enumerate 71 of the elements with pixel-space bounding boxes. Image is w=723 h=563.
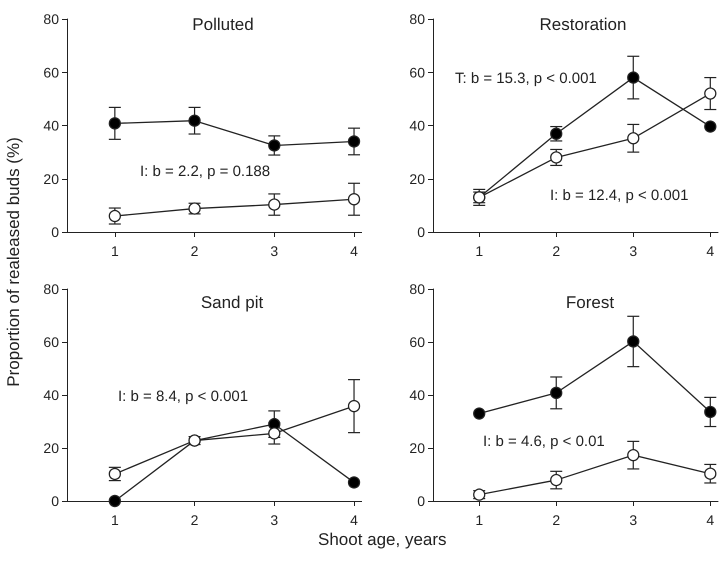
y-tick-label: 60 [43, 64, 60, 80]
y-tick-label: 20 [409, 440, 426, 456]
chart-title: Sand pit [200, 293, 264, 312]
point [627, 71, 640, 84]
point [348, 400, 360, 412]
point [704, 87, 716, 100]
y-tick-label: 0 [51, 493, 60, 509]
x-tick-label: 1 [475, 243, 484, 259]
y-tick-label: 0 [417, 493, 426, 509]
x-tick-label: 4 [350, 512, 358, 528]
x-tick-label: 4 [706, 512, 714, 528]
point [108, 494, 121, 508]
point [268, 139, 280, 152]
point [108, 210, 121, 222]
y-tick-label: 0 [51, 224, 60, 240]
point [704, 406, 716, 418]
point [627, 449, 640, 462]
annotation: I: b = 2.2, p = 0.188 [140, 163, 270, 180]
y-tick-label: 80 [409, 11, 426, 27]
y-tick-label: 60 [409, 64, 426, 80]
y-tick-label: 40 [409, 118, 426, 134]
chart-title: Forest [566, 293, 614, 312]
y-tick-label: 40 [43, 118, 60, 134]
x-tick-label: 4 [350, 243, 358, 259]
x-tick-label: 1 [110, 512, 119, 528]
x-tick-label: 3 [270, 512, 278, 528]
y-tick-label: 60 [409, 334, 426, 350]
point [348, 476, 360, 489]
x-tick-label: 3 [270, 243, 278, 259]
y-tick-label: 60 [43, 334, 60, 350]
x-axis-title: Shoot age, years [318, 530, 447, 550]
point [348, 135, 360, 148]
point [108, 117, 121, 130]
x-tick-label: 1 [475, 512, 484, 528]
y-tick-label: 80 [43, 281, 60, 297]
point [704, 468, 716, 480]
point [348, 193, 360, 206]
annotation: I: b = 8.4, p < 0.001 [118, 388, 248, 405]
y-tick-label: 40 [43, 387, 60, 403]
chart-title: Restoration [540, 15, 626, 34]
point [627, 335, 640, 348]
x-tick-label: 4 [706, 243, 714, 259]
point [627, 132, 640, 144]
x-tick-label: 2 [552, 243, 560, 259]
y-tick-label: 40 [409, 387, 426, 403]
point [268, 198, 280, 211]
y-tick-label: 80 [409, 281, 426, 297]
annotation: T: b = 15.3, p < 0.001 [455, 70, 597, 87]
point [550, 151, 562, 164]
annotation: I: b = 4.6, p < 0.01 [483, 433, 605, 450]
x-tick-label: 2 [190, 512, 199, 528]
chart-title: Polluted [192, 15, 254, 34]
point [268, 427, 280, 440]
annotation: I: b = 12.4, p < 0.001 [550, 187, 688, 204]
y-tick-label: 20 [43, 440, 60, 456]
y-tick-label: 0 [417, 224, 426, 240]
y-tick-label: 80 [43, 11, 60, 27]
x-tick-label: 3 [629, 243, 638, 259]
y-tick-label: 20 [43, 170, 60, 187]
point [550, 386, 562, 400]
x-tick-label: 3 [629, 512, 638, 528]
y-tick-label: 20 [409, 170, 426, 187]
y-axis-title: Proportion of realeased buds (%) [4, 137, 24, 387]
x-tick-label: 1 [110, 243, 119, 259]
point [704, 120, 716, 133]
point [473, 407, 486, 420]
point [188, 114, 201, 127]
point [550, 474, 562, 486]
x-tick-label: 2 [552, 512, 560, 528]
x-tick-label: 2 [190, 243, 199, 259]
point [473, 488, 486, 501]
